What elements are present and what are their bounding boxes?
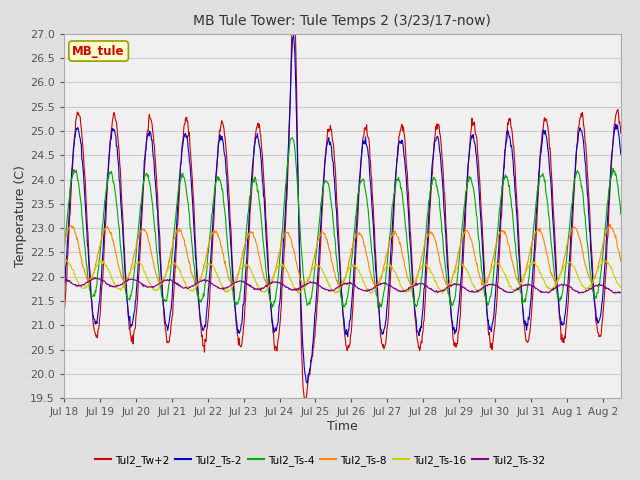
Tul2_Ts-2 [617, 151, 625, 157]
Tul2_Ts-4 [444, 283, 451, 289]
Tul2_Ts-2 [117, 201, 125, 207]
Tul2_Ts-8 [495, 232, 502, 238]
Tul2_Ts-8 [305, 275, 313, 281]
Tul2_Ts-32 [286, 286, 294, 292]
Tul2_Tw+2 [617, 131, 625, 136]
Text: MB_tule: MB_tule [72, 45, 125, 58]
Line: Tul2_Ts-2: Tul2_Ts-2 [64, 36, 621, 383]
Tul2_Tw+2 [307, 367, 314, 372]
Tul2_Ts-8 [60, 241, 68, 247]
Tul2_Ts-32 [575, 290, 583, 296]
Tul2_Ts-8 [445, 285, 452, 291]
Line: Tul2_Ts-4: Tul2_Ts-4 [64, 138, 621, 308]
Tul2_Ts-16 [600, 256, 607, 262]
Tul2_Ts-4 [60, 247, 68, 253]
Tul2_Ts-2 [303, 380, 311, 386]
Tul2_Ts-16 [443, 287, 451, 292]
Tul2_Ts-16 [617, 284, 625, 290]
Legend: Tul2_Tw+2, Tul2_Ts-2, Tul2_Ts-4, Tul2_Ts-8, Tul2_Ts-16, Tul2_Ts-32: Tul2_Tw+2, Tul2_Ts-2, Tul2_Ts-4, Tul2_Ts… [91, 451, 549, 470]
Tul2_Ts-2 [307, 365, 314, 371]
Tul2_Ts-2 [290, 33, 298, 38]
Tul2_Ts-4 [268, 305, 276, 311]
Tul2_Ts-8 [117, 271, 125, 277]
Y-axis label: Temperature (C): Temperature (C) [14, 165, 28, 267]
Tul2_Ts-4 [506, 182, 513, 188]
Tul2_Ts-16 [60, 258, 68, 264]
Tul2_Ts-2 [285, 121, 293, 127]
Tul2_Ts-4 [307, 296, 314, 302]
Tul2_Ts-8 [442, 282, 450, 288]
Tul2_Tw+2 [301, 400, 309, 406]
Tul2_Tw+2 [444, 248, 451, 254]
Tul2_Ts-8 [285, 233, 293, 239]
Tul2_Ts-16 [367, 291, 375, 297]
Tul2_Tw+2 [506, 118, 513, 124]
Tul2_Ts-4 [286, 141, 294, 147]
Tul2_Ts-32 [60, 276, 68, 282]
Line: Tul2_Tw+2: Tul2_Tw+2 [64, 0, 621, 403]
Tul2_Ts-4 [289, 135, 296, 141]
X-axis label: Time: Time [327, 420, 358, 433]
Tul2_Ts-32 [617, 289, 625, 295]
Tul2_Ts-16 [117, 288, 125, 293]
Tul2_Tw+2 [117, 178, 125, 184]
Line: Tul2_Ts-16: Tul2_Ts-16 [64, 259, 621, 294]
Tul2_Ts-32 [505, 289, 513, 295]
Tul2_Ts-16 [285, 273, 293, 278]
Tul2_Ts-32 [118, 282, 125, 288]
Tul2_Ts-16 [305, 274, 313, 279]
Tul2_Ts-8 [505, 242, 513, 248]
Tul2_Ts-32 [495, 284, 502, 289]
Tul2_Ts-8 [606, 221, 614, 227]
Tul2_Ts-32 [91, 275, 99, 280]
Title: MB Tule Tower: Tule Temps 2 (3/23/17-now): MB Tule Tower: Tule Temps 2 (3/23/17-now… [193, 14, 492, 28]
Line: Tul2_Ts-8: Tul2_Ts-8 [64, 224, 621, 288]
Tul2_Tw+2 [285, 134, 293, 140]
Tul2_Tw+2 [60, 307, 68, 313]
Tul2_Ts-32 [306, 280, 314, 286]
Tul2_Ts-4 [617, 211, 625, 217]
Tul2_Ts-4 [495, 207, 503, 213]
Tul2_Tw+2 [495, 255, 503, 261]
Tul2_Ts-2 [506, 134, 513, 140]
Line: Tul2_Ts-32: Tul2_Ts-32 [64, 277, 621, 293]
Tul2_Ts-4 [117, 246, 125, 252]
Tul2_Ts-8 [617, 259, 625, 264]
Tul2_Ts-16 [495, 261, 502, 267]
Tul2_Ts-2 [444, 264, 451, 270]
Tul2_Ts-32 [443, 285, 451, 290]
Tul2_Ts-2 [60, 290, 68, 296]
Tul2_Ts-2 [495, 234, 503, 240]
Tul2_Ts-16 [505, 279, 513, 285]
